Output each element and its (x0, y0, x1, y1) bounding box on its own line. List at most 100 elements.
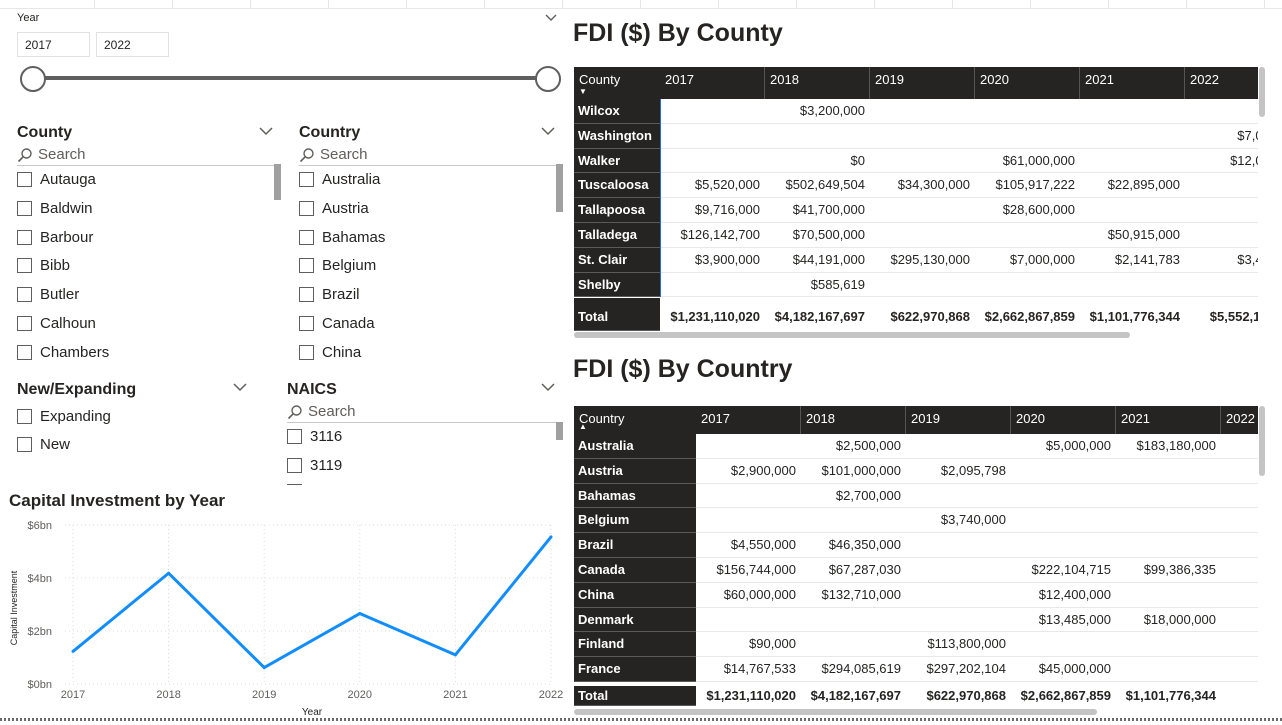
country-search-input[interactable]: Search (299, 146, 563, 166)
table-cell[interactable] (1011, 533, 1116, 558)
table-cell[interactable] (765, 124, 870, 149)
table-cell[interactable] (660, 273, 765, 298)
table-cell[interactable]: $2,900,000 (696, 459, 801, 484)
table-cell[interactable]: $70( (1221, 657, 1258, 682)
table-cell[interactable]: $61,000,000 (975, 149, 1080, 174)
table-cell[interactable] (1221, 508, 1258, 534)
table-cell[interactable]: $13,485,000 (1011, 608, 1116, 633)
chevron-down-icon[interactable] (540, 382, 556, 392)
table-cell[interactable] (870, 149, 975, 174)
table-cell[interactable]: $99,386,335 (1116, 558, 1221, 583)
table-cell[interactable]: $183,180,000 (1116, 434, 1221, 459)
county-list-scrollbar[interactable] (274, 164, 281, 200)
column-header-year[interactable]: 2020 (1011, 406, 1116, 434)
chevron-down-icon[interactable] (232, 382, 248, 392)
chevron-down-icon[interactable] (544, 12, 558, 22)
checkbox[interactable] (17, 287, 32, 302)
checkbox[interactable] (17, 409, 32, 424)
table-cell[interactable]: $101,000,000 (801, 459, 906, 484)
table-cell[interactable] (660, 124, 765, 149)
table-cell[interactable] (1116, 533, 1221, 558)
row-header[interactable]: Finland (574, 632, 696, 658)
table-cell[interactable] (801, 508, 906, 534)
table-cell[interactable] (975, 273, 1080, 298)
table-cell[interactable] (975, 223, 1080, 248)
table-cell[interactable] (906, 484, 1011, 509)
table-cell[interactable]: $0 (765, 149, 870, 174)
checkbox[interactable] (299, 172, 314, 187)
country-table-horizontal-scrollbar[interactable] (574, 709, 1097, 715)
table-cell[interactable] (870, 99, 975, 124)
country-list-scrollbar[interactable] (556, 164, 563, 212)
sort-ascending-icon[interactable]: ▲ (579, 422, 587, 431)
table-cell[interactable] (1221, 583, 1258, 608)
table-cell[interactable]: $585,619 (765, 273, 870, 298)
table-cell[interactable] (906, 434, 1011, 459)
table-cell[interactable] (906, 583, 1011, 608)
row-header[interactable]: Bahamas (574, 483, 696, 509)
table-cell[interactable] (1116, 583, 1221, 608)
year-end-input[interactable]: 2022 (96, 32, 169, 57)
row-header[interactable]: Denmark (574, 607, 696, 633)
table-cell[interactable]: $12,000,( (1185, 149, 1258, 174)
table-cell[interactable] (870, 223, 975, 248)
checkbox[interactable] (287, 458, 302, 473)
row-header[interactable]: Australia (574, 434, 696, 459)
table-cell[interactable] (696, 484, 801, 509)
table-cell[interactable] (1221, 484, 1258, 509)
column-header-year[interactable]: 2018 (801, 406, 906, 434)
table-cell[interactable]: $44,191,000 (765, 248, 870, 273)
table-cell[interactable] (1185, 273, 1258, 298)
row-header[interactable]: Washington (574, 123, 660, 149)
table-cell[interactable] (1221, 533, 1258, 558)
table-cell[interactable] (1080, 124, 1185, 149)
table-cell[interactable] (975, 99, 1080, 124)
checkbox[interactable] (17, 172, 32, 187)
county-table-horizontal-scrollbar[interactable] (574, 332, 1130, 338)
chevron-down-icon[interactable] (258, 126, 274, 136)
column-header-year[interactable]: 2017 (696, 406, 801, 434)
table-cell[interactable]: $34,300,000 (870, 173, 975, 199)
row-header[interactable]: Canada (574, 558, 696, 583)
table-cell[interactable]: $41,700,000 (765, 198, 870, 223)
table-cell[interactable] (1011, 632, 1116, 658)
table-cell[interactable] (870, 198, 975, 223)
table-cell[interactable]: $3,200,000 (765, 99, 870, 124)
table-cell[interactable]: $25! (1221, 558, 1258, 583)
checkbox[interactable] (17, 345, 32, 360)
table-cell[interactable]: $9: (1221, 459, 1258, 484)
column-header-year[interactable]: 2022 (1185, 67, 1258, 99)
chevron-down-icon[interactable] (540, 126, 556, 136)
table-cell[interactable] (1185, 223, 1258, 248)
table-cell[interactable]: $2,500,000 (801, 434, 906, 459)
table-cell[interactable] (1080, 273, 1185, 298)
table-cell[interactable]: $9,716,000 (660, 198, 765, 223)
table-cell[interactable]: $502,649,504 (765, 173, 870, 199)
table-cell[interactable]: $45,000,000 (1011, 657, 1116, 682)
row-header[interactable]: Tallapoosa (574, 198, 660, 223)
table-cell[interactable]: $7,000,( (1185, 124, 1258, 149)
county-search-input[interactable]: Search (17, 146, 281, 166)
table-cell[interactable] (1116, 632, 1221, 658)
year-range-track[interactable] (33, 76, 548, 80)
checkbox[interactable] (17, 230, 32, 245)
table-cell[interactable]: $90,000 (696, 632, 801, 658)
table-cell[interactable]: $70,500,000 (765, 223, 870, 248)
checkbox[interactable] (17, 258, 32, 273)
column-header-year[interactable]: 2022 (1221, 406, 1258, 434)
table-cell[interactable] (1185, 198, 1258, 223)
table-cell[interactable] (1185, 99, 1258, 124)
year-start-input[interactable]: 2017 (17, 32, 90, 57)
table-cell[interactable] (696, 434, 801, 459)
table-cell[interactable]: $18,000,000 (1116, 608, 1221, 633)
county-table-vertical-scrollbar[interactable] (1259, 67, 1265, 117)
table-cell[interactable]: $12,400,000 (1011, 583, 1116, 608)
table-cell[interactable]: $113,800,000 (906, 632, 1011, 658)
table-cell[interactable] (1221, 632, 1258, 658)
checkbox[interactable] (299, 316, 314, 331)
naics-search-input[interactable]: Search (287, 403, 563, 423)
table-cell[interactable] (1080, 149, 1185, 174)
row-header-column[interactable]: Country ▲ (579, 411, 625, 431)
checkbox[interactable] (17, 201, 32, 216)
column-header-year[interactable]: 2017 (660, 67, 765, 99)
